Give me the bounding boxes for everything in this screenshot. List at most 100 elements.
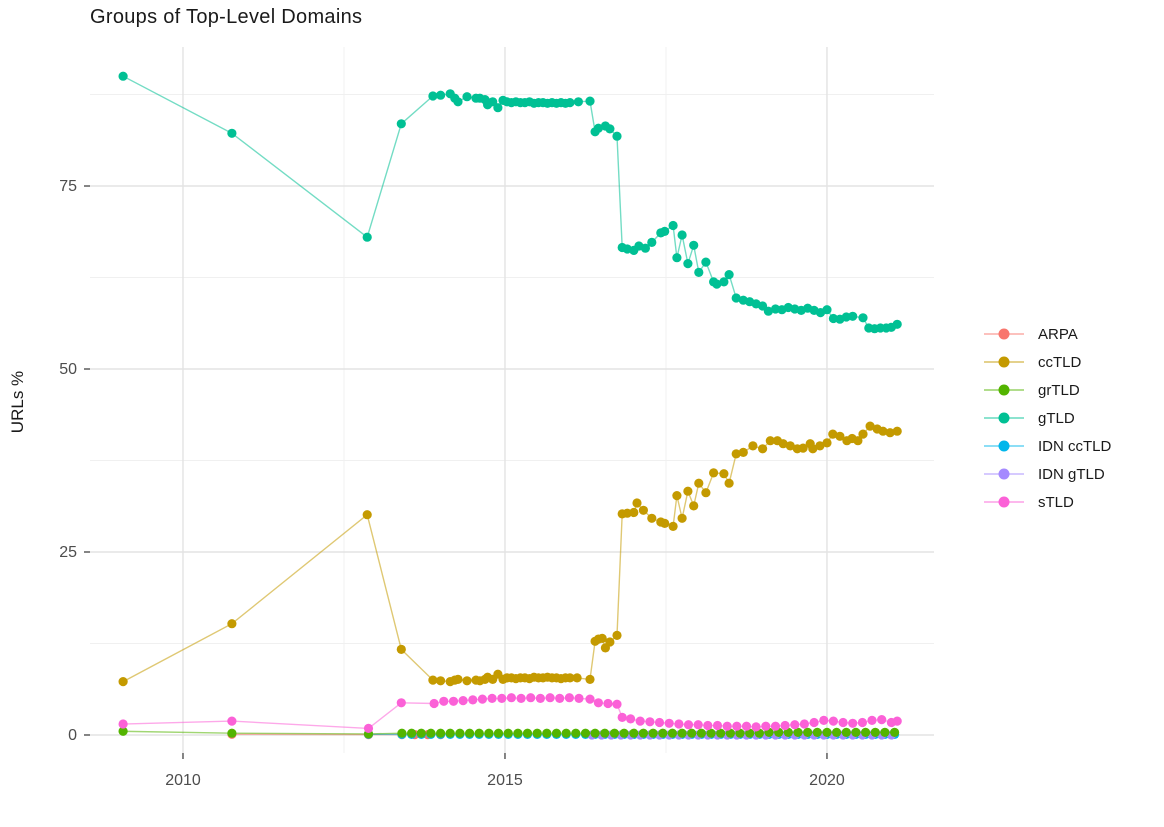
data-point — [542, 728, 552, 738]
data-point — [462, 92, 472, 102]
data-point — [658, 728, 668, 738]
data-point — [722, 721, 732, 731]
data-point — [428, 675, 438, 685]
series-line — [122, 75, 898, 330]
data-point — [428, 91, 438, 101]
data-point — [522, 728, 533, 738]
data-point — [580, 728, 591, 738]
data-point — [597, 633, 607, 644]
data-point — [612, 630, 622, 641]
data-point — [647, 237, 657, 247]
data-point — [605, 637, 615, 647]
data-point — [706, 728, 716, 738]
data-point — [712, 279, 722, 289]
data-point — [477, 694, 487, 704]
data-point — [748, 441, 758, 451]
data-point — [693, 720, 703, 730]
data-point — [118, 719, 128, 729]
data-point — [593, 698, 604, 708]
data-point — [458, 696, 468, 706]
data-point — [719, 469, 729, 479]
y-tick-label: 25 — [59, 544, 77, 561]
data-point — [770, 721, 781, 731]
data-point — [683, 720, 694, 730]
legend-key-dot — [998, 328, 1010, 340]
data-point — [448, 696, 459, 706]
data-point — [870, 727, 880, 738]
data-point — [660, 518, 670, 529]
data-point — [880, 727, 890, 738]
data-point — [493, 728, 504, 738]
data-point — [687, 728, 697, 738]
data-point — [571, 728, 581, 738]
data-point — [593, 123, 604, 133]
legend-item-stld: sTLD — [984, 488, 1111, 516]
data-point — [677, 513, 687, 523]
data-point — [731, 293, 741, 303]
y-axis-title: URLs % — [8, 370, 27, 434]
data-point — [848, 311, 858, 321]
data-point — [683, 486, 693, 496]
data-point — [396, 644, 406, 655]
data-point — [363, 723, 374, 734]
data-point — [701, 257, 711, 267]
data-point — [465, 728, 475, 738]
legend-label: ccTLD — [1038, 353, 1082, 371]
data-point — [853, 436, 863, 446]
axes: 2010 2015 2020 0 25 50 75 — [59, 178, 845, 789]
gridlines — [90, 47, 934, 753]
legend-key-icon — [984, 466, 1024, 482]
data-point — [890, 727, 900, 738]
data-point — [439, 696, 449, 706]
data-point — [835, 431, 845, 441]
data-point — [629, 507, 639, 518]
legend-key-icon — [984, 382, 1024, 398]
data-point — [227, 619, 237, 629]
data-point — [745, 728, 755, 738]
data-point — [858, 429, 868, 439]
data-point — [416, 728, 426, 738]
data-point — [605, 124, 615, 134]
data-point — [667, 728, 678, 738]
data-point — [674, 719, 684, 729]
x-tick-label: 2015 — [487, 772, 523, 789]
data-point — [612, 699, 622, 709]
data-point — [672, 253, 682, 263]
data-point — [453, 674, 463, 685]
y-tick-label: 0 — [68, 727, 77, 744]
data-point — [619, 728, 629, 738]
data-point — [397, 728, 407, 738]
data-point — [689, 240, 699, 250]
x-tick-label: 2020 — [809, 772, 845, 789]
data-point — [861, 727, 871, 738]
data-point — [867, 715, 877, 726]
data-point — [763, 306, 774, 316]
data-point — [526, 693, 536, 703]
data-point — [503, 728, 513, 738]
data-point — [564, 693, 575, 703]
data-point — [638, 728, 649, 738]
data-point — [455, 728, 465, 738]
data-point — [809, 717, 819, 728]
legend-key-dot — [998, 440, 1010, 452]
y-tick-label: 50 — [59, 361, 77, 378]
data-point — [645, 717, 655, 727]
data-point — [731, 449, 741, 459]
data-point — [683, 259, 693, 269]
data-point — [780, 720, 790, 731]
data-point — [819, 715, 829, 726]
data-point — [227, 128, 237, 138]
data-point — [436, 728, 446, 738]
data-point — [741, 721, 752, 731]
data-point — [453, 97, 463, 107]
data-point — [735, 728, 745, 738]
data-point — [484, 728, 494, 738]
data-point — [600, 728, 610, 738]
series-cctld — [118, 421, 902, 687]
data-point — [640, 243, 651, 253]
data-point — [725, 728, 736, 738]
data-point — [474, 728, 484, 738]
data-point — [892, 426, 902, 436]
data-point — [612, 131, 622, 141]
